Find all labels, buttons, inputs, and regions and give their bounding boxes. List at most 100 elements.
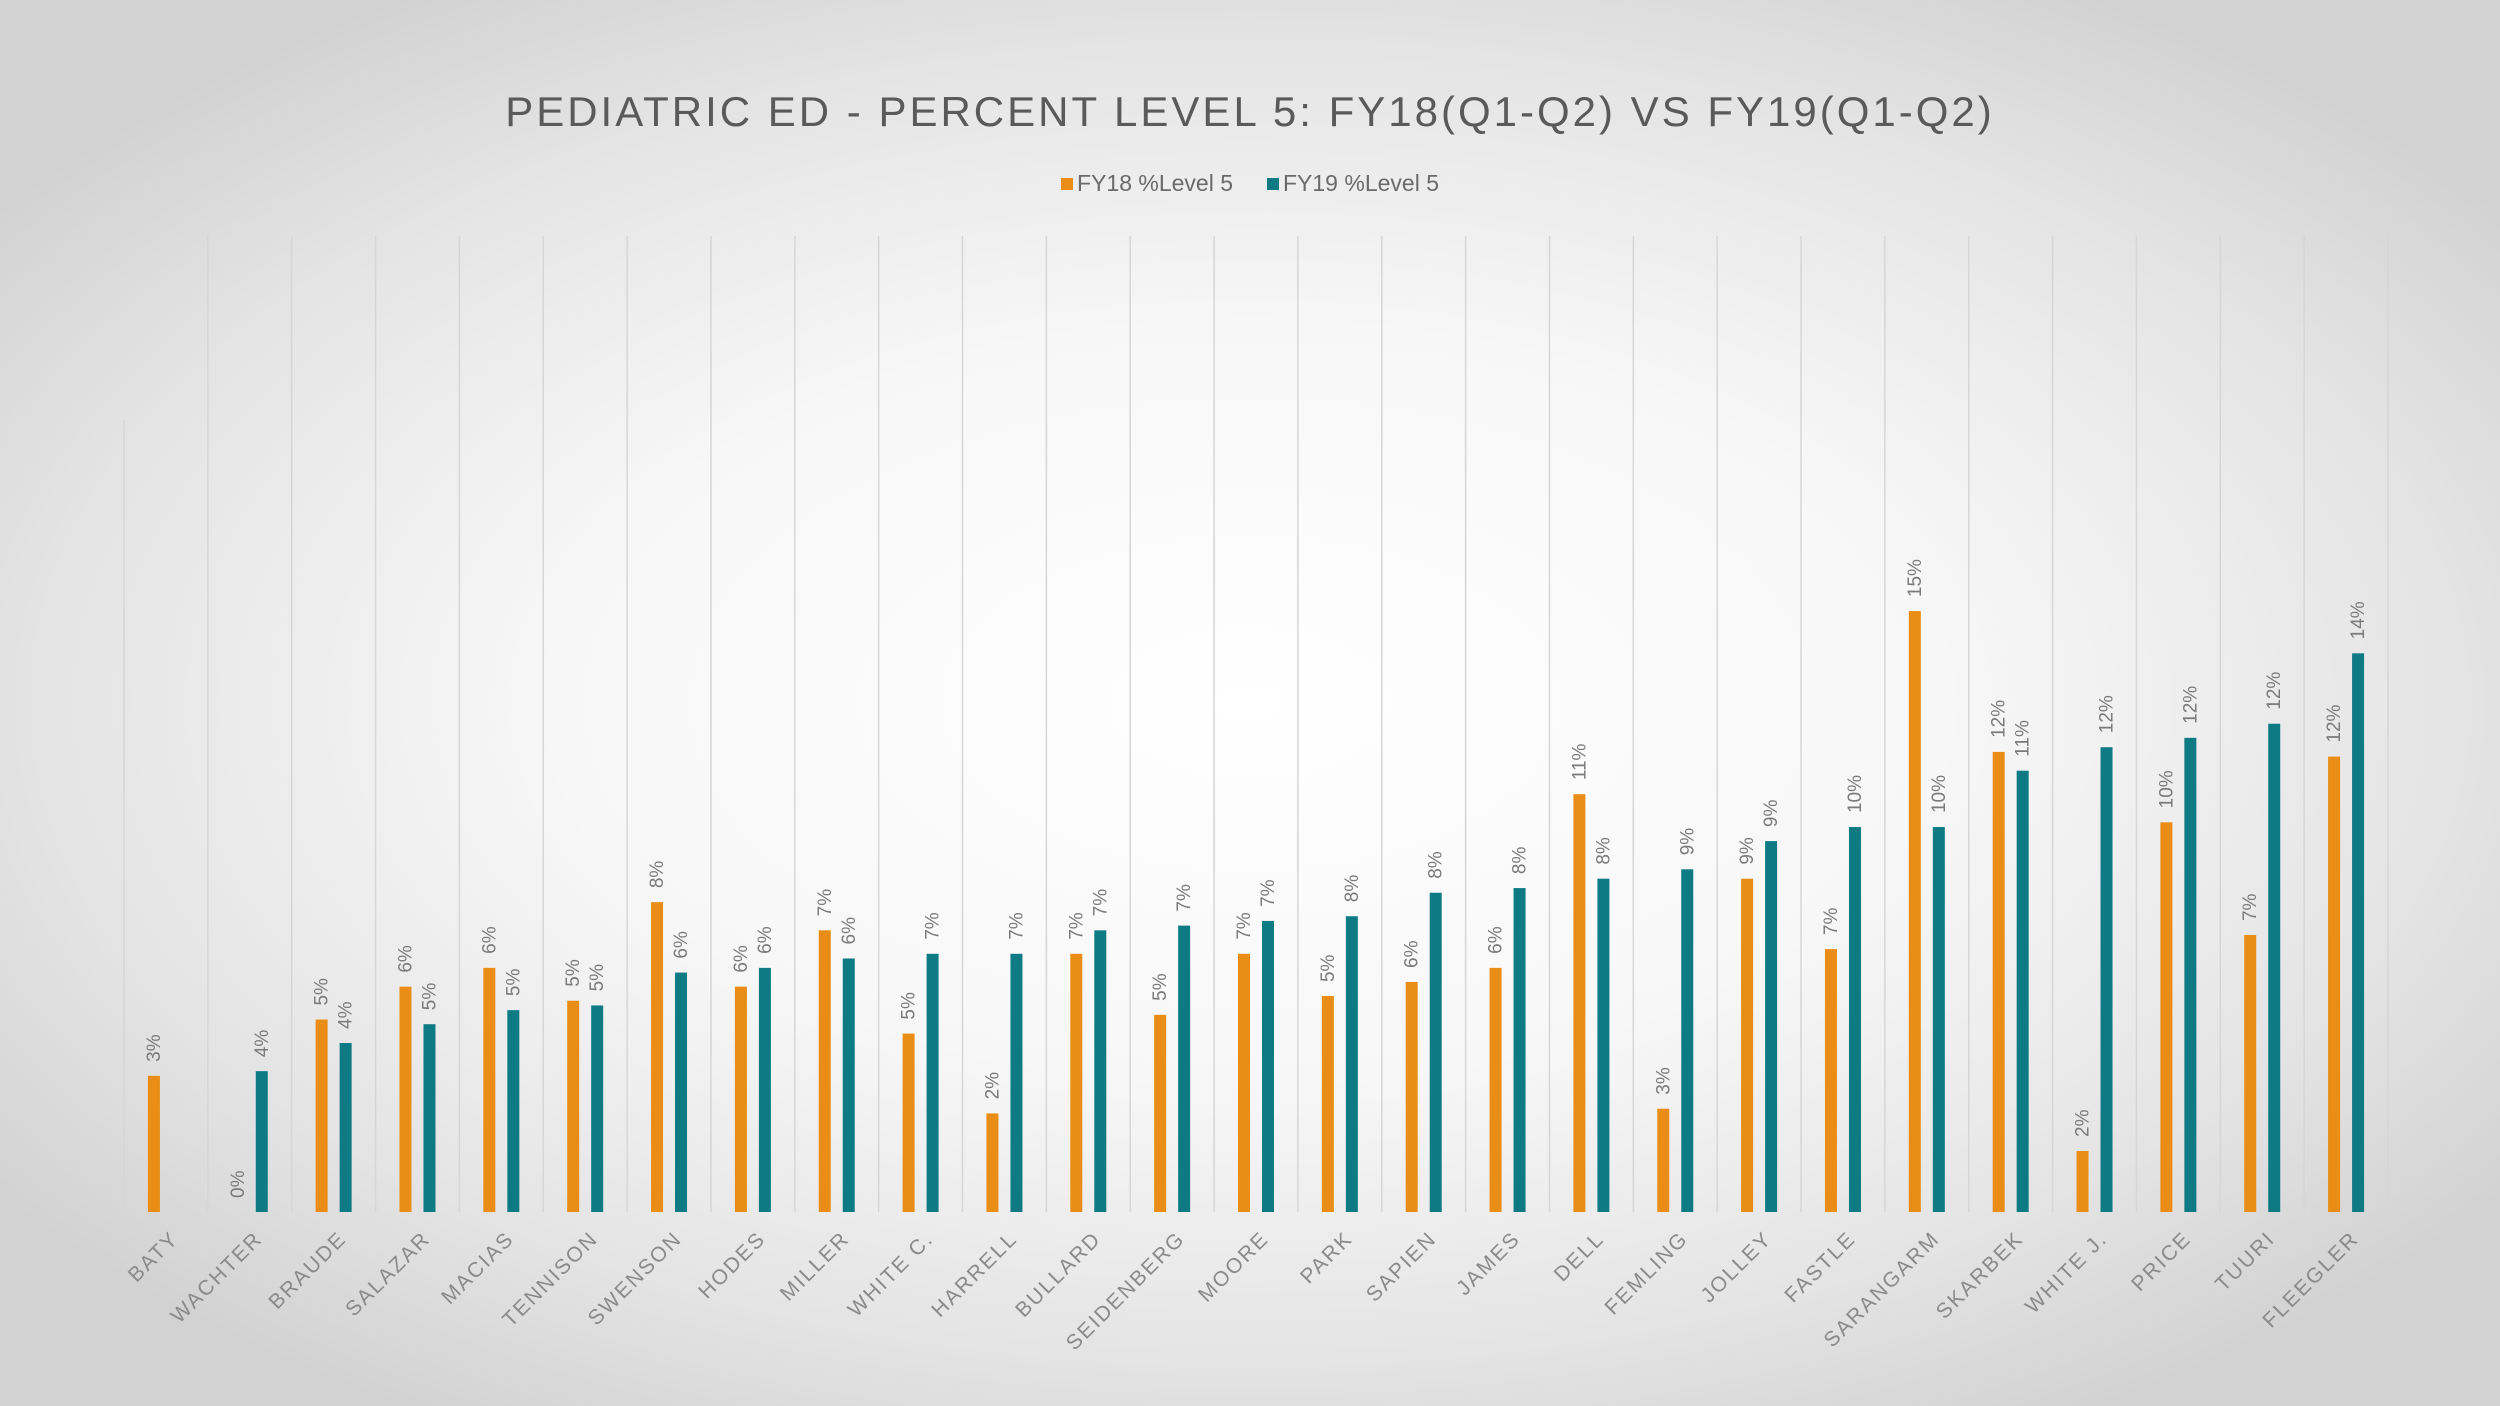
bar-fy18 xyxy=(2076,1150,2089,1212)
bar-fy19 xyxy=(1932,827,1945,1212)
data-label-fy18: 5% xyxy=(1318,954,1339,982)
bar-fy19 xyxy=(1010,953,1023,1212)
bar-fy19 xyxy=(1262,920,1274,1212)
bar-fy19 xyxy=(591,1005,604,1212)
bar-fy18 xyxy=(1992,751,2005,1212)
data-label-fy18: 7% xyxy=(1066,912,1087,940)
bar-fy19 xyxy=(1765,841,1778,1212)
bar-fy18 xyxy=(2160,822,2173,1212)
bar-fy18 xyxy=(483,967,496,1212)
bar-fy18 xyxy=(2328,756,2341,1212)
legend-label-fy19: FY19 %Level 5 xyxy=(1283,170,1439,196)
bar-fy18 xyxy=(818,930,831,1212)
data-label-fy19: 6% xyxy=(755,926,776,954)
data-label-fy19: 10% xyxy=(1929,775,1950,813)
category-label: PRICE xyxy=(2127,1227,2196,1296)
data-label-fy18: 6% xyxy=(731,945,752,973)
data-label-fy19: 8% xyxy=(1510,846,1531,874)
bar-fy19 xyxy=(507,1010,520,1212)
bar-fy19 xyxy=(758,967,771,1212)
data-label-fy19: 12% xyxy=(2264,672,2285,710)
bar-fy18 xyxy=(734,986,747,1212)
bar-fy19 xyxy=(1094,930,1107,1212)
bar-fy18 xyxy=(1489,967,1502,1212)
bar-fy19 xyxy=(1848,827,1861,1212)
data-label-fy18: 7% xyxy=(1234,912,1255,940)
bar-fy18 xyxy=(1908,611,1921,1212)
data-label-fy19: 7% xyxy=(1258,879,1279,907)
data-label-fy18: 5% xyxy=(899,992,920,1020)
data-label-fy18: 5% xyxy=(1150,973,1171,1001)
data-label-fy18: 8% xyxy=(647,861,668,889)
bar-fy19 xyxy=(1429,892,1442,1212)
bar-fy18 xyxy=(1321,996,1334,1212)
bar-fy18 xyxy=(315,1019,328,1212)
data-label-fy19: 9% xyxy=(1677,828,1698,856)
category-label: WHITE C. xyxy=(844,1227,938,1321)
data-label-fy19: 5% xyxy=(587,964,608,992)
data-label-fy19: 10% xyxy=(1845,775,1866,813)
data-label-fy19: 5% xyxy=(503,969,524,997)
bar-fy19 xyxy=(1178,925,1191,1212)
chart-title: PEDIATRIC ED - PERCENT LEVEL 5: FY18(Q1-… xyxy=(505,88,1995,135)
category-label: SKARBEK xyxy=(1932,1227,2028,1323)
data-label-fy18: 5% xyxy=(312,978,333,1006)
data-label-fy19: 12% xyxy=(2097,695,2118,733)
bar-fy18 xyxy=(986,1113,999,1212)
bar-fy19 xyxy=(926,953,939,1212)
data-label-fy19: 7% xyxy=(1090,889,1111,917)
bar-fy19 xyxy=(255,1071,268,1212)
data-label-fy19: 7% xyxy=(1006,912,1027,940)
bar-fy19 xyxy=(2352,653,2365,1212)
category-label: MACIAS xyxy=(437,1227,519,1309)
data-label-fy18: 9% xyxy=(1737,837,1758,865)
data-label-fy19: 8% xyxy=(1342,875,1363,903)
data-label-fy18: 2% xyxy=(982,1072,1003,1100)
legend: FY18 %Level 5 FY19 %Level 5 xyxy=(0,170,2500,197)
data-label-fy18: 10% xyxy=(2156,770,2177,808)
legend-item-fy19[interactable]: FY19 %Level 5 xyxy=(1267,170,1439,197)
bar-fy19 xyxy=(2100,747,2113,1212)
bar-fy19 xyxy=(1513,888,1526,1212)
bar-fy18 xyxy=(1573,794,1586,1212)
data-label-fy19: 8% xyxy=(1426,851,1447,879)
category-label: HARRELL xyxy=(927,1227,1022,1322)
data-label-fy18: 5% xyxy=(563,959,584,987)
data-label-fy19: 7% xyxy=(1174,884,1195,912)
data-label-fy19: 8% xyxy=(1593,837,1614,865)
data-label-fy19: 6% xyxy=(671,931,692,959)
bar-fy18 xyxy=(1238,953,1250,1212)
bar-fy18 xyxy=(651,902,664,1212)
data-label-fy18: 7% xyxy=(2240,893,2261,921)
legend-item-fy18[interactable]: FY18 %Level 5 xyxy=(1061,170,1233,197)
data-label-fy19: 5% xyxy=(419,983,440,1011)
data-label-fy18: 6% xyxy=(1402,940,1423,968)
bar-fy19 xyxy=(2184,737,2197,1212)
bar-fy19 xyxy=(675,972,688,1212)
data-label-fy19: 4% xyxy=(252,1030,273,1058)
legend-label-fy18: FY18 %Level 5 xyxy=(1077,170,1233,196)
data-label-fy19: 6% xyxy=(839,917,860,945)
data-label-fy18: 7% xyxy=(1821,908,1842,936)
bar-fy19 xyxy=(1597,878,1610,1212)
data-label-fy18: 6% xyxy=(1486,926,1507,954)
category-label: BRAUDE xyxy=(264,1227,351,1314)
data-label-fy18: 6% xyxy=(479,926,500,954)
category-label: FEMLING xyxy=(1601,1227,1693,1319)
bar-fy19 xyxy=(842,958,855,1212)
category-label: WHITE J. xyxy=(2021,1227,2112,1318)
bar-fy18 xyxy=(399,986,412,1212)
category-label: MOORE xyxy=(1194,1227,1273,1306)
bar-fy18 xyxy=(147,1075,160,1212)
category-label: DELL xyxy=(1550,1227,1609,1286)
data-label-fy19: 11% xyxy=(2013,720,2034,757)
bar-fy18 xyxy=(1824,949,1837,1212)
category-label: JOLLEY xyxy=(1697,1227,1777,1307)
data-label-fy19: 9% xyxy=(1761,800,1782,828)
bar-fy18 xyxy=(2244,935,2257,1212)
data-label-fy18: 3% xyxy=(144,1034,165,1062)
data-label-fy18: 11% xyxy=(1569,743,1590,780)
data-label-fy18: 12% xyxy=(1989,700,2010,738)
